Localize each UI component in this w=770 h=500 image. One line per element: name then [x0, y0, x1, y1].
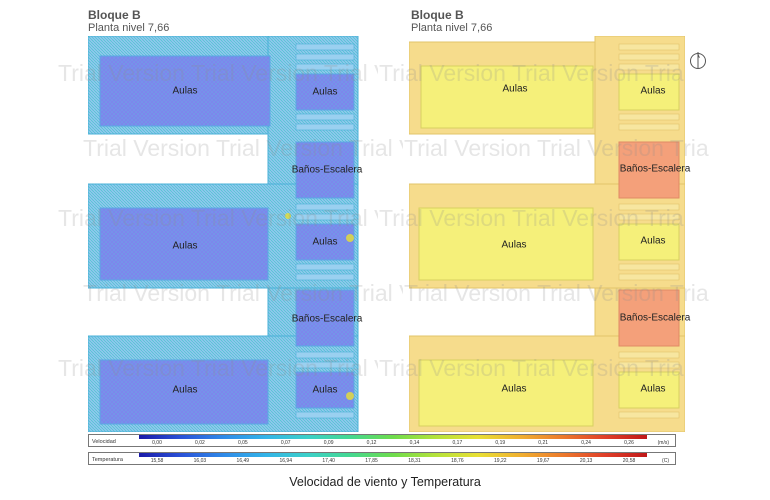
velocity-legend-tick: 0,09 [323, 440, 334, 446]
temperature-legend-tick: 18,31 [408, 458, 421, 464]
velocity-room-aulas-6 [295, 371, 355, 409]
temperature-label-banos-2: Baños-Escalera [619, 312, 691, 324]
velocity-room-aulas-4 [295, 223, 355, 261]
temperature-room-aulas-2 [618, 73, 680, 111]
temperature-legend: Temperatura 15,58 16,03 16,49 16,94 17,40 17,… [88, 452, 676, 465]
velocity-room-aulas-5 [99, 359, 269, 425]
temperature-label-aulas-3: Aulas [501, 239, 527, 251]
velocity-room-banos-2 [295, 289, 355, 347]
velocity-legend-tick: 0,14 [409, 440, 420, 446]
temperature-legend-tick: 15,58 [150, 458, 164, 464]
temperature-room-aulas-3 [418, 207, 594, 281]
temperature-label-aulas-2: Aulas [640, 85, 666, 97]
velocity-legend-tick: 0,05 [237, 440, 248, 446]
velocity-label-aulas-4: Aulas [312, 236, 338, 248]
velocity-label-aulas-2: Aulas [312, 86, 338, 98]
right-panel-title: Bloque B [411, 8, 464, 22]
velocity-legend-tick: 0,00 [152, 440, 162, 446]
velocity-label-aulas-6: Aulas [312, 384, 338, 396]
left-panel-title: Bloque B [88, 8, 141, 22]
temperature-legend-tick: 20,13 [579, 458, 593, 464]
velocity-color-scale [139, 435, 647, 439]
velocity-label-banos-2: Baños-Escalera [291, 313, 363, 325]
temperature-room-aulas-4 [618, 223, 680, 261]
temperature-legend-tick: 16,49 [236, 458, 250, 464]
velocity-unit: (m/s) [657, 440, 669, 446]
velocity-legend: Velocidad 0,00 0,02 0,05 0,07 0,09 0,12 0,14 0,… [88, 434, 676, 447]
temperature-label-banos-1: Baños-Escalera [619, 163, 691, 175]
temperature-legend-tick: 19,67 [536, 458, 550, 464]
temperature-legend-tick: 16,94 [279, 458, 292, 464]
temperature-floor-plan [409, 36, 685, 432]
velocity-legend-label: Velocidad [92, 439, 116, 445]
velocity-legend-tick: 0,07 [280, 440, 291, 446]
velocity-label-aulas-1: Aulas [172, 85, 198, 97]
velocity-label-banos-1: Baños-Escalera [291, 164, 363, 176]
velocity-legend-tick: 0,02 [195, 440, 205, 446]
velocity-label-aulas-3: Aulas [172, 240, 198, 252]
temperature-label-aulas-4: Aulas [640, 235, 666, 247]
temperature-unit: (C) [662, 458, 669, 464]
temperature-legend-tick: 17,40 [322, 458, 335, 464]
velocity-room-banos-1 [295, 141, 355, 199]
temperature-legend-label: Temperatura [92, 457, 123, 463]
temperature-legend-tick: 20,58 [622, 458, 636, 464]
temperature-legend-tick: 16,03 [193, 458, 207, 464]
velocity-floor-plan [88, 36, 359, 432]
temperature-color-scale [139, 453, 647, 457]
velocity-legend-tick: 0,19 [495, 440, 506, 446]
temperature-legend-tick: 19,22 [494, 458, 507, 464]
figure-caption: Velocidad de viento y Temperatura [289, 475, 481, 489]
velocity-room-aulas-2 [295, 73, 355, 111]
temperature-label-aulas-6: Aulas [640, 383, 666, 395]
velocity-room-aulas-3 [99, 207, 269, 281]
temperature-label-aulas-1: Aulas [502, 83, 528, 95]
velocity-legend-tick: 0,24 [581, 440, 591, 446]
north-arrow-icon [690, 52, 706, 69]
velocity-legend-tick: 0,12 [366, 440, 377, 446]
velocity-legend-tick: 0,17 [452, 440, 463, 446]
temperature-room-banos-2 [618, 289, 680, 347]
temperature-legend-tick: 17,85 [365, 458, 378, 464]
temperature-room-aulas-6 [618, 371, 680, 409]
left-panel-subtitle: Planta nivel 7,66 [88, 22, 170, 34]
temperature-room-aulas-1 [420, 65, 594, 129]
velocity-label-aulas-5: Aulas [172, 384, 198, 396]
velocity-legend-tick: 0,21 [538, 440, 549, 446]
temperature-label-aulas-5: Aulas [501, 383, 527, 395]
velocity-legend-tick: 0,26 [624, 440, 634, 446]
velocity-room-aulas-1 [99, 55, 271, 127]
right-panel-subtitle: Planta nivel 7,66 [411, 22, 493, 34]
temperature-room-aulas-5 [418, 359, 594, 427]
temperature-legend-tick: 18,76 [451, 458, 464, 464]
temperature-room-banos-1 [618, 141, 680, 199]
